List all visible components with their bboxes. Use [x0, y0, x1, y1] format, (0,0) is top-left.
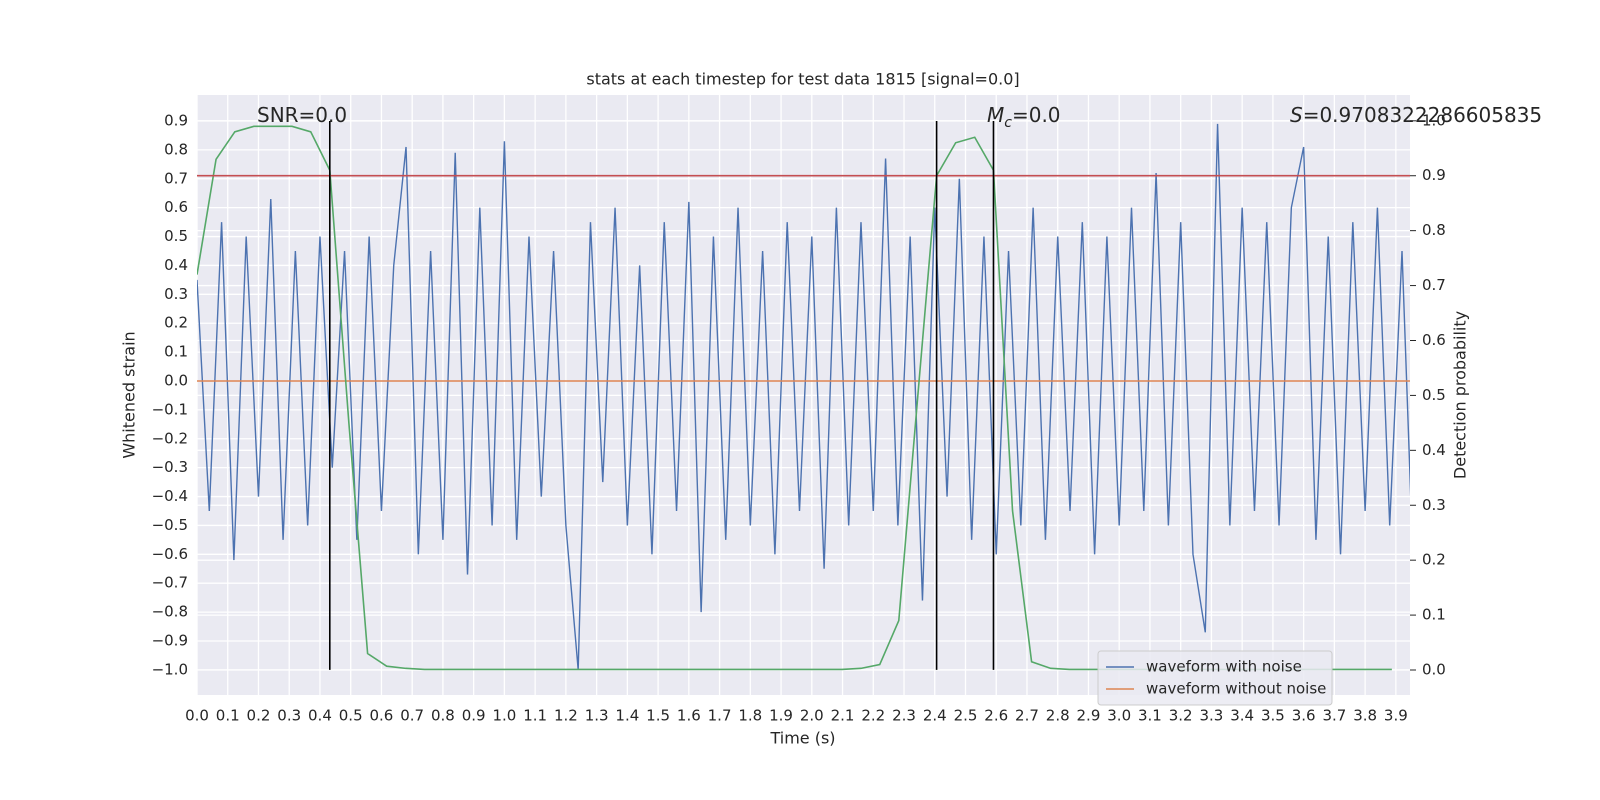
x-tick-label: 1.5 — [646, 707, 670, 725]
y-tick-label: −0.1 — [152, 400, 188, 418]
x-tick-label: 3.2 — [1169, 707, 1193, 725]
x-tick-label: 2.0 — [800, 707, 824, 725]
x-tick-label: 1.7 — [708, 707, 732, 725]
series-line — [197, 123, 1410, 670]
x-tick-label: 0.8 — [431, 707, 455, 725]
y2-tick-label: 0.3 — [1422, 496, 1446, 514]
y-tick-label: 0.6 — [164, 198, 188, 216]
x-tick-label: 2.1 — [831, 707, 855, 725]
y-tick-label: 0.7 — [164, 169, 188, 187]
x-tick-label: 0.2 — [247, 707, 271, 725]
x-tick-label: 0.0 — [185, 707, 209, 725]
y2-tick-label: 0.6 — [1422, 331, 1446, 349]
y-tick-label: 0.2 — [164, 314, 188, 332]
annotation-text: =0.0 — [1012, 103, 1061, 127]
x-tick-label: 1.8 — [738, 707, 762, 725]
y2-axis-label: Detection probability — [1451, 311, 1470, 479]
annotation-subscript: c — [1004, 115, 1012, 131]
y2-tick-label: 0.9 — [1422, 166, 1446, 184]
x-tick-label: 2.6 — [984, 707, 1008, 725]
x-tick-label: 1.3 — [585, 707, 609, 725]
x-tick-label: 1.6 — [677, 707, 701, 725]
x-tick-label: 2.8 — [1046, 707, 1070, 725]
x-tick-label: 2.3 — [892, 707, 916, 725]
annotation: S=0.9708322286605835 — [1290, 103, 1542, 127]
x-tick-label: 2.2 — [861, 707, 885, 725]
y-tick-label: −0.4 — [152, 487, 188, 505]
y-tick-label: −0.9 — [152, 631, 188, 649]
x-tick-label: 1.9 — [769, 707, 793, 725]
x-tick-label: 0.5 — [339, 707, 363, 725]
y-tick-label: −0.6 — [152, 545, 188, 563]
x-tick-label: 0.3 — [277, 707, 301, 725]
x-tick-label: 2.7 — [1015, 707, 1039, 725]
x-tick-label: 2.4 — [923, 707, 947, 725]
y-tick-label: −0.5 — [152, 516, 188, 534]
y2-tick-label: 0.7 — [1422, 276, 1446, 294]
y-tick-label: 0.0 — [164, 371, 188, 389]
y2-tick-label: 0.8 — [1422, 221, 1446, 239]
x-tick-label: 3.1 — [1138, 707, 1162, 725]
y-axis-label: Whitened strain — [120, 331, 139, 458]
y-tick-label: −0.8 — [152, 603, 188, 621]
legend-box — [1097, 650, 1333, 706]
annotation: Mc=0.0 — [987, 103, 1061, 131]
annotation: SNR=0.0 — [257, 103, 347, 127]
x-tick-label: 1.1 — [523, 707, 547, 725]
y-tick-label: 0.8 — [164, 140, 188, 158]
y-tick-label: 0.3 — [164, 285, 188, 303]
legend-label: waveform without noise — [1146, 680, 1326, 698]
x-tick-label: 3.3 — [1199, 707, 1223, 725]
annotation-text: SNR=0.0 — [257, 103, 347, 127]
x-tick-label: 3.9 — [1384, 707, 1408, 725]
y-tick-label: 0.4 — [164, 256, 188, 274]
y-tick-label: −0.3 — [152, 458, 188, 476]
x-tick-label: 1.0 — [492, 707, 516, 725]
x-tick-label: 0.7 — [400, 707, 424, 725]
chart-title: stats at each timestep for test data 181… — [586, 70, 1019, 89]
x-tick-label: 0.1 — [216, 707, 240, 725]
annotation-text: M — [987, 103, 1004, 127]
x-tick-label: 0.4 — [308, 707, 332, 725]
axes: 0.0 0.1 0.2 0.3 0.4 0.5 0.6 0.7 0.8 0.9 1.0 1.1 1.2 1… — [152, 103, 1543, 725]
y2-tick-label: 0.4 — [1422, 441, 1446, 459]
y2-tick-label: 0.2 — [1422, 551, 1446, 569]
x-axis-label: Time (s) — [769, 729, 835, 748]
x-tick-label: 0.9 — [462, 707, 486, 725]
x-tick-label: 3.7 — [1322, 707, 1346, 725]
y-tick-label: 0.1 — [164, 343, 188, 361]
y-tick-label: −1.0 — [152, 660, 188, 678]
x-tick-label: 2.5 — [954, 707, 978, 725]
y-tick-label: 0.5 — [164, 227, 188, 245]
y-tick-label: 0.9 — [164, 111, 188, 129]
x-tick-label: 0.6 — [370, 707, 394, 725]
x-tick-label: 3.4 — [1230, 707, 1254, 725]
y2-tick-label: 0.5 — [1422, 386, 1446, 404]
y2-tick-label: 1.0 — [1422, 111, 1446, 129]
y-tick-label: −0.7 — [152, 574, 188, 592]
y2-tick-label: 0.1 — [1422, 606, 1446, 624]
y-tick-label: −0.2 — [152, 429, 188, 447]
y2-tick-label: 0.0 — [1422, 661, 1446, 679]
x-tick-label: 2.9 — [1077, 707, 1101, 725]
x-tick-label: 3.8 — [1353, 707, 1377, 725]
x-tick-label: 3.0 — [1107, 707, 1131, 725]
x-tick-label: 3.6 — [1292, 707, 1316, 725]
legend-label: waveform with noise — [1146, 658, 1302, 676]
x-tick-label: 1.2 — [554, 707, 578, 725]
annotation-text: =0.9708322286605835 — [1303, 103, 1542, 127]
x-tick-label: 3.5 — [1261, 707, 1285, 725]
x-tick-label: 1.4 — [615, 707, 639, 725]
annotation-text: S — [1290, 103, 1303, 127]
